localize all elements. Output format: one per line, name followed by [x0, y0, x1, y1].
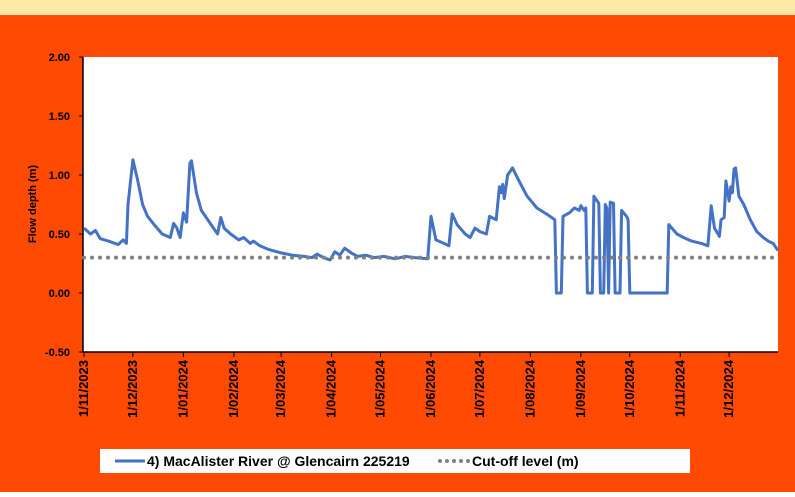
y-tick-label: 0.00 — [49, 288, 70, 300]
y-tick-label: 0.50 — [49, 229, 70, 241]
x-tick-label: 1/12/2024 — [721, 359, 736, 418]
y-tick-label: -0.50 — [45, 347, 70, 359]
y-axis-label: Flow depth (m) — [27, 165, 39, 244]
x-tick-label: 1/06/2024 — [423, 359, 438, 418]
x-tick-label: 1/03/2024 — [273, 359, 288, 418]
legend-label: 4) MacAlister River @ Glencairn 225219 — [147, 453, 410, 469]
x-tick-label: 1/11/2024 — [672, 359, 687, 417]
x-tick-label: 1/09/2024 — [573, 359, 588, 418]
x-tick-label: 1/02/2024 — [226, 359, 241, 418]
y-tick-label: 2.00 — [49, 52, 70, 64]
x-tick-label: 1/04/2024 — [324, 359, 339, 418]
legend — [100, 449, 690, 473]
series-line — [82, 158, 780, 295]
x-tick-label: 1/07/2024 — [472, 359, 487, 418]
x-tick-label: 1/05/2024 — [372, 359, 387, 418]
x-tick-label: 1/01/2024 — [175, 359, 190, 418]
x-tick-label: 1/12/2023 — [125, 360, 140, 418]
x-tick-label: 1/10/2024 — [622, 359, 637, 418]
legend-label: Cut-off level (m) — [472, 453, 579, 469]
y-tick-label: 1.50 — [49, 111, 70, 123]
x-tick-label: 1/08/2024 — [522, 359, 537, 418]
y-tick-label: 1.00 — [49, 170, 70, 182]
top-band — [0, 0, 795, 15]
x-tick-label: 1/11/2023 — [76, 360, 91, 417]
